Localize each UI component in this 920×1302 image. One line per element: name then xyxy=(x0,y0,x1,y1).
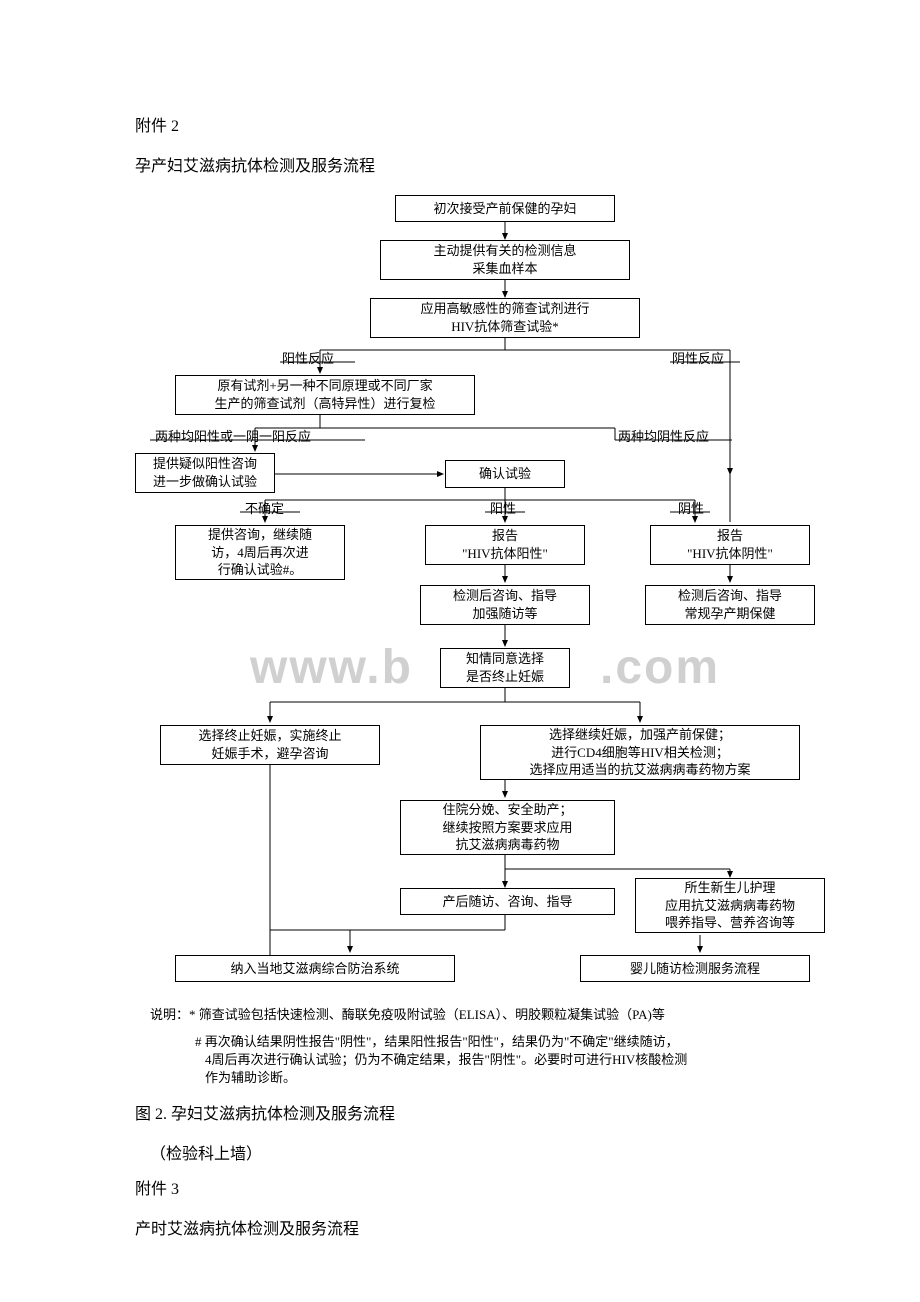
node-post-counsel-neg: 检测后咨询、指导 常规孕产期保健 xyxy=(645,585,815,625)
n17b: 应用抗艾滋病病毒药物 xyxy=(665,897,795,915)
node-post-counsel-pos: 检测后咨询、指导 加强随访等 xyxy=(420,585,590,625)
node-initial-pregnant: 初次接受产前保健的孕妇 xyxy=(395,195,615,222)
figure-caption: 图 2. 孕妇艾滋病抗体检测及服务流程 xyxy=(135,1100,395,1124)
label-positive: 阳性 xyxy=(490,498,516,517)
note-hash-a: # 再次确认结果阴性报告"阴性"，结果阳性报告"阳性"，结果仍为"不确定"继续随… xyxy=(195,1032,830,1052)
n13a: 选择终止妊娠，实施终止 xyxy=(198,727,341,745)
n7b: 访，4周后再次进 xyxy=(211,544,309,562)
node-provide-info: 主动提供有关的检测信息 采集血样本 xyxy=(380,240,630,280)
node-report-negative: 报告 "HIV抗体阴性" xyxy=(650,525,810,565)
label-two-neg: 两种均阴性反应 xyxy=(618,426,709,445)
note-star: 说明：* 筛查试验包括快速检测、酶联免疫吸附试验（ELISA）、明胶颗粒凝集试验… xyxy=(150,1005,850,1025)
node-report-positive: 报告 "HIV抗体阳性" xyxy=(425,525,585,565)
n12a: 知情同意选择 xyxy=(466,650,544,668)
n10b: 加强随访等 xyxy=(472,605,537,623)
n7c: 行确认试验#。 xyxy=(218,561,303,579)
node-suspect-positive: 提供疑似阳性咨询 进一步做确认试验 xyxy=(135,453,275,493)
n4b: 生产的筛查试剂（高特异性）进行复检 xyxy=(214,395,435,413)
n11a: 检测后咨询、指导 xyxy=(678,587,782,605)
page: 附件 2 孕产妇艾滋病抗体检测及服务流程 www.b .com xyxy=(0,0,920,1302)
node-newborn-care: 所生新生儿护理 应用抗艾滋病病毒药物 喂养指导、营养咨询等 xyxy=(635,878,825,933)
label-uncertain: 不确定 xyxy=(245,498,284,517)
node-informed-consent: 知情同意选择 是否终止妊娠 xyxy=(440,648,570,688)
node-postpartum: 产后随访、咨询、指导 xyxy=(400,888,615,915)
label-negative-reaction: 阴性反应 xyxy=(672,348,724,367)
title3-heading: 产时艾滋病抗体检测及服务流程 xyxy=(135,1215,359,1239)
node-continue-pregnancy: 选择继续妊娠，加强产前保健； 进行CD4细胞等HIV相关检测； 选择应用适当的抗… xyxy=(480,725,800,780)
node-terminate: 选择终止妊娠，实施终止 妊娠手术，避孕咨询 xyxy=(160,725,380,765)
node-followup-4weeks: 提供咨询，继续随 访，4周后再次进 行确认试验#。 xyxy=(175,525,345,580)
node-confirm-test: 确认试验 xyxy=(445,460,565,488)
n7a: 提供咨询，继续随 xyxy=(208,526,312,544)
n18: 纳入当地艾滋病综合防治系统 xyxy=(230,960,399,978)
n5b: 进一步做确认试验 xyxy=(153,473,257,491)
n12b: 是否终止妊娠 xyxy=(466,668,544,686)
attachment3-heading: 附件 3 xyxy=(135,1175,179,1199)
node-local-system: 纳入当地艾滋病综合防治系统 xyxy=(175,955,455,982)
node-screening-test: 应用高敏感性的筛查试剂进行 HIV抗体筛查试验* xyxy=(370,298,640,338)
n17a: 所生新生儿护理 xyxy=(684,879,775,897)
node-retest: 原有试剂+另一种不同原理或不同厂家 生产的筛查试剂（高特异性）进行复检 xyxy=(175,375,475,415)
n6: 确认试验 xyxy=(479,465,531,483)
n5a: 提供疑似阳性咨询 xyxy=(153,455,257,473)
n15c: 抗艾滋病病毒药物 xyxy=(455,836,559,854)
n15a: 住院分娩、安全助产； xyxy=(442,801,572,819)
n9a: 报告 xyxy=(717,527,743,545)
node-delivery: 住院分娩、安全助产； 继续按照方案要求应用 抗艾滋病病毒药物 xyxy=(400,800,615,855)
n14c: 选择应用适当的抗艾滋病病毒药物方案 xyxy=(529,761,750,779)
label-negative: 阴性 xyxy=(678,498,704,517)
n3b: HIV抗体筛查试验* xyxy=(451,318,559,336)
n15b: 继续按照方案要求应用 xyxy=(442,819,572,837)
n19: 婴儿随访检测服务流程 xyxy=(630,960,760,978)
n14b: 进行CD4细胞等HIV相关检测； xyxy=(551,744,729,762)
n1-text: 初次接受产前保健的孕妇 xyxy=(433,200,576,218)
n8a: 报告 xyxy=(492,527,518,545)
n3a: 应用高敏感性的筛查试剂进行 xyxy=(420,300,589,318)
note-hash-b: 4周后再次进行确认试验；仍为不确定结果，报告"阴性"。必要时可进行HIV核酸检测 xyxy=(205,1050,830,1070)
note-hash-c: 作为辅助诊断。 xyxy=(205,1068,830,1088)
node-infant-followup: 婴儿随访检测服务流程 xyxy=(580,955,810,982)
n2b: 采集血样本 xyxy=(472,260,537,278)
title-heading: 孕产妇艾滋病抗体检测及服务流程 xyxy=(135,152,375,176)
n14a: 选择继续妊娠，加强产前保健； xyxy=(549,726,731,744)
n11b: 常规孕产期保健 xyxy=(684,605,775,623)
watermark-right: .com xyxy=(600,640,720,695)
n8b: "HIV抗体阳性" xyxy=(462,545,548,563)
n10a: 检测后咨询、指导 xyxy=(453,587,557,605)
watermark-left: www.b xyxy=(250,640,413,695)
label-two-pos-or-mix: 两种均阳性或一阴一阳反应 xyxy=(155,426,311,445)
n17c: 喂养指导、营养咨询等 xyxy=(665,914,795,932)
paren-note: （检验科上墙） xyxy=(150,1140,262,1164)
n16: 产后随访、咨询、指导 xyxy=(442,893,572,911)
attachment2-heading: 附件 2 xyxy=(135,112,179,136)
n13b: 妊娠手术，避孕咨询 xyxy=(211,745,328,763)
label-positive-reaction: 阳性反应 xyxy=(282,348,334,367)
n2a: 主动提供有关的检测信息 xyxy=(433,242,576,260)
n9b: "HIV抗体阴性" xyxy=(687,545,773,563)
n4a: 原有试剂+另一种不同原理或不同厂家 xyxy=(217,377,432,395)
